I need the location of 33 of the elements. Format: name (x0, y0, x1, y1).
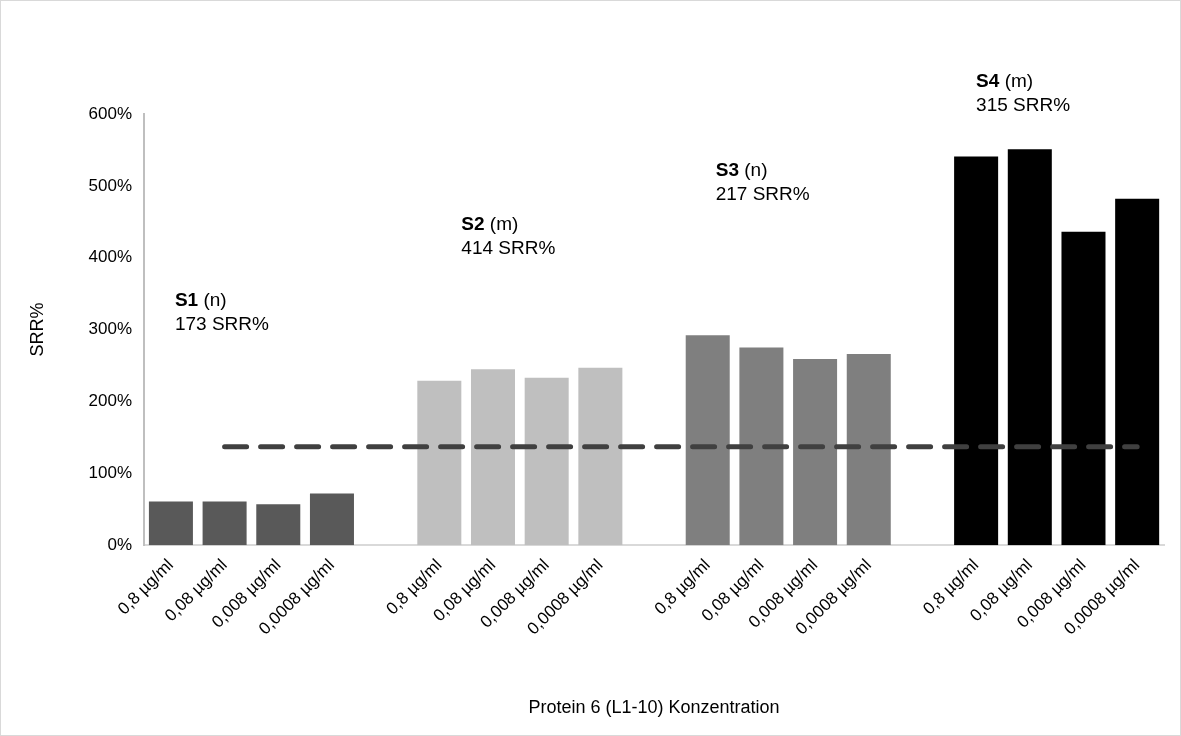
bar (148, 501, 193, 546)
bar (417, 380, 462, 546)
y-axis-title: SRR% (26, 302, 47, 357)
y-tick-label: 500% (88, 175, 133, 195)
x-axis-title: Protein 6 (L1-10) Konzentration (528, 697, 780, 718)
bar (685, 335, 730, 546)
bar (1115, 198, 1160, 546)
bar (524, 377, 569, 546)
bar (309, 493, 354, 546)
annotation: S1 (n) (174, 289, 227, 311)
bar (1007, 149, 1052, 546)
y-tick-label: 200% (88, 391, 133, 411)
annotation: 315 SRR% (976, 94, 1071, 116)
bar (793, 359, 838, 546)
bar (739, 347, 784, 546)
bar (1061, 231, 1106, 546)
annotation: S3 (n) (715, 158, 768, 180)
y-tick-label: 300% (88, 319, 133, 339)
annotation: S2 (m) (461, 213, 519, 235)
bar (256, 504, 301, 546)
y-tick-label: 100% (88, 463, 133, 483)
annotation: 414 SRR% (461, 237, 556, 259)
y-tick-label: 0% (107, 534, 133, 554)
bar (846, 354, 891, 546)
bar (202, 501, 247, 546)
y-tick-label: 600% (88, 103, 133, 123)
annotation: 173 SRR% (174, 313, 269, 335)
bar (578, 367, 623, 546)
y-tick-label: 400% (88, 247, 133, 267)
bar (954, 156, 999, 546)
bar (470, 369, 516, 546)
text: S4 (m) (976, 70, 1034, 92)
annotation: 217 SRR% (715, 182, 810, 204)
